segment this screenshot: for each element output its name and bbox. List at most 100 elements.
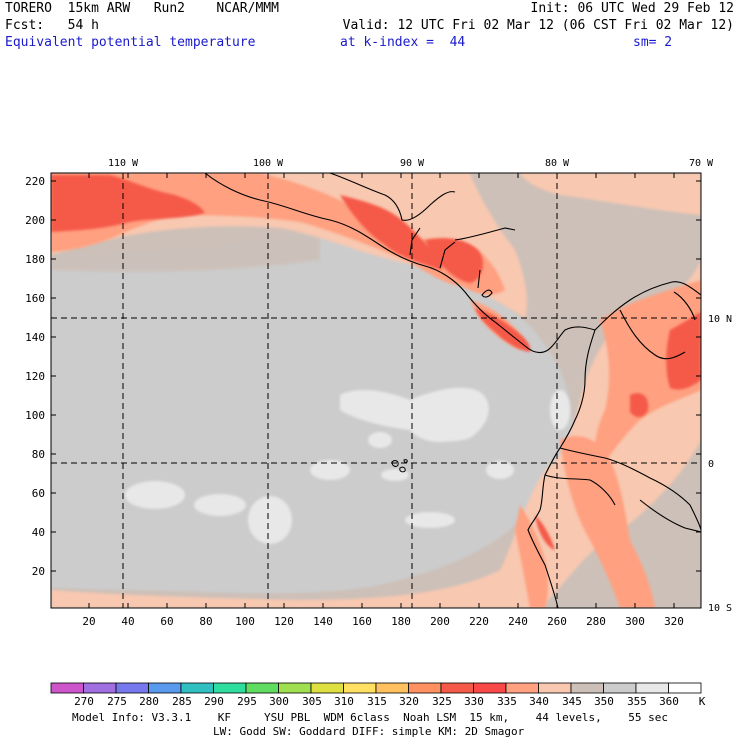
lon-label: 80 W: [545, 158, 570, 169]
x-tick-label: 260: [547, 615, 567, 628]
lat-label: 10 N: [708, 314, 732, 325]
x-tick-label: 200: [430, 615, 450, 628]
colorbar-swatch: [603, 682, 637, 694]
x-tick-label: 220: [469, 615, 489, 628]
level-label: at k-index = 44: [340, 35, 466, 50]
x-tick-label: 300: [625, 615, 645, 628]
colorbar: [50, 682, 702, 694]
colorbar-swatch: [473, 682, 507, 694]
colorbar-label: 305: [302, 695, 322, 708]
y-tick-label: 180: [25, 253, 45, 266]
colorbar-swatch: [50, 682, 84, 694]
colorbar-swatch: [343, 682, 377, 694]
y-tick-label: 20: [32, 565, 45, 578]
longitude-labels: 110 W 100 W 90 W 80 W 70 W: [108, 158, 714, 169]
colorbar-label: 330: [464, 695, 484, 708]
lon-label: 100 W: [253, 158, 284, 169]
colorbar-swatch: [245, 682, 279, 694]
colorbar-label: 290: [204, 695, 224, 708]
grid-x-axis-labels: 20 40 60 80 100 120 140 160 180 200 220 …: [82, 615, 684, 628]
theta-e-field: [51, 173, 701, 608]
x-tick-label: 140: [313, 615, 333, 628]
colorbar-label: 300: [269, 695, 289, 708]
x-tick-label: 60: [160, 615, 173, 628]
model-info-footer: Model Info: V3.3.1 KF YSU PBL WDM 6class…: [72, 711, 668, 738]
model-info-line2: LW: Godd SW: Goddard DIFF: simple KM: 2D…: [213, 725, 525, 738]
lon-label: 90 W: [400, 158, 425, 169]
coastlines: [204, 173, 701, 608]
colorbar-swatch: [180, 682, 214, 694]
colorbar-swatch: [375, 682, 409, 694]
colorbar-swatch: [570, 682, 604, 694]
colorbar-label: 285: [172, 695, 192, 708]
valid-time: Valid: 12 UTC Fri 02 Mar 12 (06 CST Fri …: [342, 18, 734, 33]
y-tick-label: 140: [25, 331, 45, 344]
colorbar-swatch: [213, 682, 247, 694]
lat-label: 0: [708, 459, 714, 470]
galapagos-islands: [391, 459, 408, 473]
colorbar-label: 350: [594, 695, 614, 708]
y-tick-label: 40: [32, 526, 45, 539]
smoothing-label: sm= 2: [633, 35, 673, 50]
map-frame: [50, 172, 702, 609]
x-tick-label: 20: [82, 615, 95, 628]
lon-label: 70 W: [689, 158, 714, 169]
colorbar-label: 345: [562, 695, 582, 708]
colorbar-label: 295: [237, 695, 257, 708]
y-tick-label: 100: [25, 409, 45, 422]
colorbar-swatch: [310, 682, 344, 694]
axis-ticks: [51, 173, 701, 608]
field-band-355: [125, 387, 570, 544]
colorbar-swatch: [538, 682, 572, 694]
colorbar-labels: 270 275 280 285 290 295 300 305 310 315 …: [74, 695, 706, 708]
x-tick-label: 180: [391, 615, 411, 628]
y-tick-label: 120: [25, 370, 45, 383]
model-title: TORERO 15km ARW Run2 NCAR/MMM: [5, 1, 279, 16]
colorbar-swatch: [83, 682, 117, 694]
x-tick-label: 280: [586, 615, 606, 628]
y-tick-label: 60: [32, 487, 45, 500]
x-tick-label: 240: [508, 615, 528, 628]
latitude-labels: 10 N 0 10 S: [708, 314, 732, 614]
colorbar-label: 320: [399, 695, 419, 708]
field-name: Equivalent potential temperature: [5, 35, 256, 50]
colorbar-label: 340: [529, 695, 549, 708]
colorbar-label: 315: [367, 695, 387, 708]
colorbar-label: 360: [659, 695, 679, 708]
colorbar-label: 355: [627, 695, 647, 708]
forecast-hour: Fcst: 54 h: [5, 18, 99, 33]
field-band-350: [51, 229, 575, 594]
y-tick-label: 220: [25, 175, 45, 188]
init-time: Init: 06 UTC Wed 29 Feb 12: [530, 1, 735, 16]
colorbar-label: 270: [74, 695, 94, 708]
y-tick-label: 80: [32, 448, 45, 461]
lat-lon-grid: [51, 173, 701, 608]
x-tick-label: 120: [274, 615, 294, 628]
y-tick-label: 160: [25, 292, 45, 305]
colorbar-swatch: [278, 682, 312, 694]
colorbar-label: 310: [334, 695, 354, 708]
lon-label: 110 W: [108, 158, 139, 169]
colorbar-swatch: [505, 682, 539, 694]
model-info-line1: Model Info: V3.3.1 KF YSU PBL WDM 6class…: [72, 711, 668, 724]
x-tick-label: 40: [121, 615, 134, 628]
colorbar-label: 325: [432, 695, 452, 708]
y-tick-label: 200: [25, 214, 45, 227]
x-tick-label: 160: [352, 615, 372, 628]
x-tick-label: 320: [664, 615, 684, 628]
colorbar-swatch: [115, 682, 149, 694]
x-tick-label: 100: [235, 615, 255, 628]
colorbar-swatch: [148, 682, 182, 694]
grid-y-axis-labels: 220 200 180 160 140 120 100 80 60 40 20: [25, 175, 45, 578]
lat-label: 10 S: [708, 603, 732, 614]
colorbar-label: 280: [139, 695, 159, 708]
colorbar-swatch: [440, 682, 474, 694]
colorbar-label: 335: [497, 695, 517, 708]
colorbar-swatch: [668, 682, 702, 694]
field-band-330: [51, 175, 701, 550]
x-tick-label: 80: [199, 615, 212, 628]
colorbar-swatch: [635, 682, 669, 694]
colorbar-swatch: [408, 682, 442, 694]
colorbar-label: 275: [107, 695, 127, 708]
